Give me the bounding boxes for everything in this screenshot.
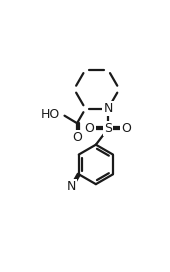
Text: HO: HO: [41, 108, 60, 121]
Text: O: O: [121, 122, 131, 135]
Text: O: O: [72, 131, 82, 144]
Text: S: S: [104, 122, 112, 135]
Text: O: O: [85, 122, 95, 135]
Text: N: N: [67, 180, 76, 193]
Text: N: N: [103, 102, 113, 115]
